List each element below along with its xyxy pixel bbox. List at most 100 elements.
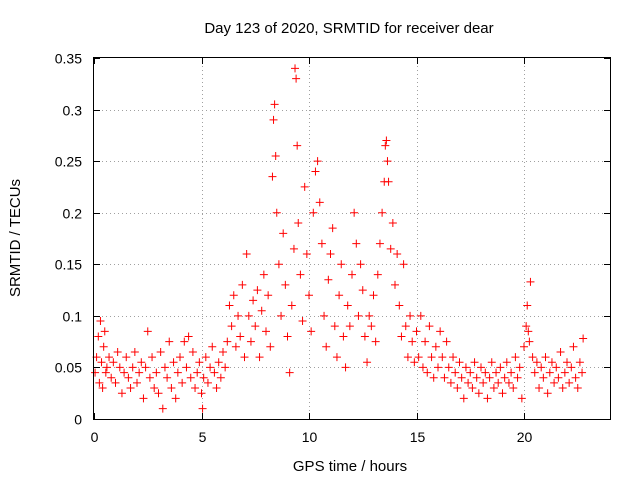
data-point — [180, 337, 189, 346]
y-tick-label: 0.35 — [55, 51, 82, 67]
x-tick-label: 0 — [91, 429, 99, 445]
data-point — [186, 373, 195, 382]
x-tick-label: 10 — [302, 429, 318, 445]
data-point — [298, 317, 307, 326]
data-point — [489, 384, 498, 393]
data-point — [171, 394, 180, 403]
data-point — [272, 208, 281, 217]
data-point — [479, 378, 488, 387]
data-point — [470, 358, 479, 367]
data-point — [556, 347, 565, 356]
data-point — [485, 373, 494, 382]
data-point — [427, 353, 436, 362]
data-point — [356, 260, 365, 269]
data-point — [259, 270, 268, 279]
data-point — [133, 378, 141, 387]
data-point — [539, 373, 548, 382]
data-point — [227, 322, 236, 331]
data-point — [249, 296, 258, 305]
y-tick-label: 0.15 — [55, 257, 82, 273]
data-point — [225, 301, 234, 310]
data-point — [236, 332, 245, 341]
data-point — [148, 353, 157, 362]
data-point — [212, 384, 221, 393]
data-point — [266, 342, 275, 351]
data-point — [504, 378, 513, 387]
data-point — [474, 389, 483, 398]
data-point — [291, 64, 300, 73]
data-point — [281, 280, 290, 289]
data-point — [367, 322, 376, 331]
data-point — [324, 275, 333, 284]
data-point — [219, 347, 227, 356]
data-point — [434, 363, 442, 372]
data-point — [365, 311, 374, 320]
data-point — [498, 389, 507, 398]
data-point — [111, 378, 120, 387]
data-point — [130, 347, 139, 356]
data-point — [246, 337, 255, 346]
data-point — [345, 322, 354, 331]
data-point — [436, 327, 445, 336]
data-point — [477, 363, 485, 372]
data-point — [579, 334, 588, 343]
data-point — [143, 327, 152, 336]
data-point — [197, 389, 206, 398]
data-point — [550, 378, 559, 387]
data-point — [208, 342, 217, 351]
x-tick-label: 20 — [517, 429, 533, 445]
data-point — [373, 270, 382, 279]
data-point — [464, 378, 473, 387]
data-point — [446, 378, 455, 387]
data-point — [95, 378, 104, 387]
data-point — [573, 384, 582, 393]
data-point — [423, 368, 432, 377]
grid-layer — [94, 58, 610, 419]
data-point — [322, 342, 331, 351]
data-point — [201, 353, 210, 362]
data-point — [525, 337, 534, 346]
data-point — [381, 141, 390, 150]
data-point — [449, 353, 458, 362]
data-point — [109, 358, 118, 367]
data-point — [296, 270, 305, 279]
data-point — [459, 394, 468, 403]
data-point — [113, 347, 122, 356]
data-points — [91, 64, 588, 413]
data-point — [91, 368, 100, 377]
data-point — [442, 337, 451, 346]
data-point — [507, 368, 516, 377]
data-point — [406, 311, 415, 320]
data-point — [403, 353, 412, 362]
data-point — [483, 394, 492, 403]
data-point — [421, 337, 430, 346]
data-point — [350, 208, 359, 217]
y-tick-label: 0 — [74, 412, 82, 428]
data-point — [184, 332, 193, 341]
data-point — [115, 363, 124, 372]
data-point — [216, 373, 225, 382]
data-point — [240, 353, 249, 362]
data-point — [97, 358, 106, 367]
y-axis-label: SRMTID / TECUs — [7, 179, 24, 297]
data-point — [386, 244, 395, 253]
data-point — [332, 353, 341, 362]
data-point — [199, 373, 208, 382]
data-point — [206, 363, 215, 372]
data-point — [277, 311, 286, 320]
data-point — [414, 353, 423, 362]
data-point — [165, 337, 174, 346]
data-point — [99, 342, 108, 351]
data-point — [328, 224, 337, 233]
data-point — [253, 286, 262, 295]
data-point — [575, 358, 584, 367]
data-point — [169, 358, 178, 367]
data-point — [528, 353, 537, 362]
data-point — [513, 373, 522, 382]
data-point — [203, 378, 212, 387]
data-point — [139, 394, 148, 403]
data-point — [182, 363, 191, 372]
data-point — [543, 389, 552, 398]
data-point — [326, 249, 335, 258]
